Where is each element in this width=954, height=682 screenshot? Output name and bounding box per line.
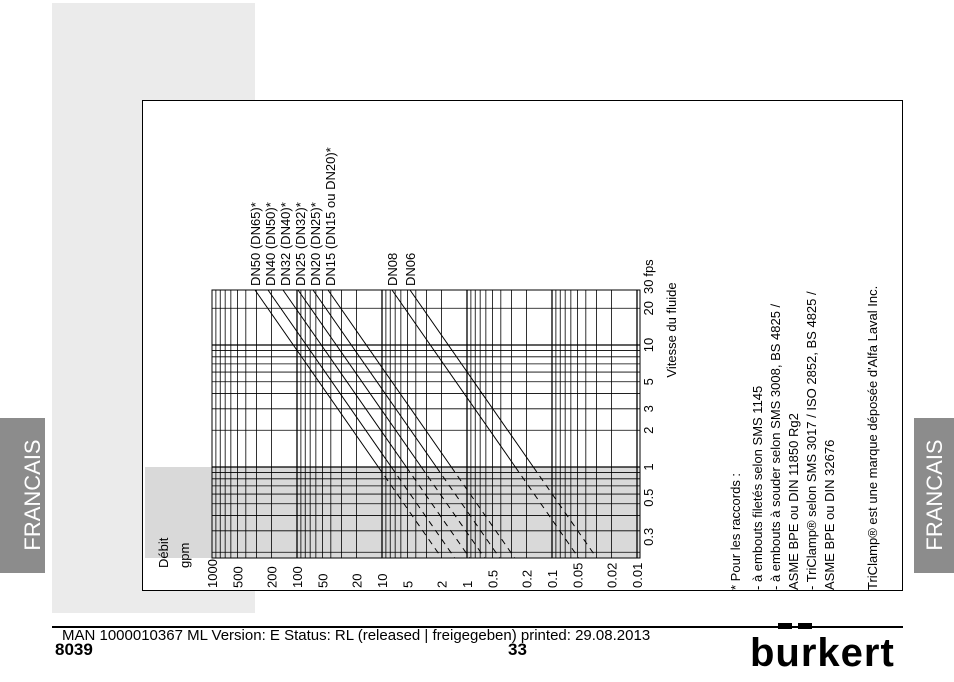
flow-tick: 1 — [460, 581, 475, 588]
pipe-line-dashed — [405, 466, 471, 559]
pipe-line — [409, 289, 534, 468]
velocity-tick: 1 — [641, 463, 656, 470]
pipe-line — [297, 289, 422, 468]
flow-tick: 20 — [349, 574, 364, 588]
pipe-label: DN06 — [403, 253, 418, 286]
pipe-line — [391, 289, 516, 468]
velocity-tick: 20 — [641, 301, 656, 315]
logo: burkert — [750, 631, 895, 675]
pipe-line — [282, 289, 407, 468]
pipe-lines — [254, 289, 598, 559]
flow-tick: 0.2 — [519, 570, 534, 588]
pipe-line-dashed — [450, 466, 516, 559]
tab-label: FRANCAIS — [922, 439, 947, 550]
flow-tick: 1000 — [205, 559, 220, 588]
trademark: TriClamp® est une marque déposée d'Alfa … — [865, 286, 880, 590]
flow-tick: 0.5 — [486, 570, 501, 588]
grid — [211, 289, 641, 559]
pipe-label: DN25 (DN32)* — [293, 202, 308, 286]
doc-number: 8039 — [55, 640, 93, 659]
note-line: ASME BPE ou DIN 32676 — [822, 440, 837, 590]
flow-tick: 0.01 — [630, 563, 645, 588]
pipe-label: DN20 (DN25)* — [308, 202, 323, 286]
flow-tick: 0.05 — [571, 563, 586, 588]
note-line: ASME BPE ou DIN 11850 Rg2 — [786, 413, 801, 590]
velocity-tick: 2 — [641, 427, 656, 434]
tab-label: FRANCAIS — [20, 439, 45, 550]
logo-dot — [778, 623, 792, 629]
note-line: - à embouts à souder selon SMS 3008, BS … — [768, 303, 783, 590]
pipe-line-dashed — [514, 466, 580, 559]
pipe-label: DN40 (DN50)* — [263, 202, 278, 286]
pipe-line-dashed — [435, 466, 501, 559]
pipe-line-dashed — [420, 466, 486, 559]
flow-tick: 50 — [316, 574, 331, 588]
velocity-tick: 3 — [641, 405, 656, 412]
flow-tick: 200 — [264, 566, 279, 588]
velocity-tick: 5 — [641, 378, 656, 385]
labels: Débit gpm 1000 500 200 100 50 20 10 5 2 1 0.5 0.2 0.1 0… — [156, 147, 880, 590]
pipe-line — [327, 289, 452, 468]
velocity-tick: 30 — [641, 280, 656, 294]
pipe-label: DN08 — [385, 253, 400, 286]
note-line: * Pour les raccords : — [728, 473, 743, 590]
logo-dot — [798, 623, 812, 629]
flow-title: Débit — [156, 537, 171, 568]
velocity-tick: 0.3 — [641, 528, 656, 546]
pipe-line — [254, 289, 379, 468]
flow-tick: 10 — [375, 574, 390, 588]
velocity-title: Vitesse du fluide — [664, 282, 679, 377]
pipe-line-dashed — [390, 466, 456, 559]
velocity-tick: 0.5 — [641, 489, 656, 507]
grid-border — [211, 289, 641, 559]
velocity-tick: 10 — [641, 338, 656, 352]
pipe-line — [267, 289, 392, 468]
footer-meta: MAN 1000010367 ML Version: E Status: RL … — [62, 627, 650, 644]
tab — [0, 418, 45, 573]
pipe-line-dashed — [377, 466, 443, 559]
flow-tick: 0.1 — [545, 570, 560, 588]
tab — [914, 418, 954, 573]
flow-tick: 2 — [434, 581, 449, 588]
pipe-label: DN32 (DN40)* — [278, 202, 293, 286]
flow-tick: 5 — [401, 581, 416, 588]
flow-unit: gpm — [177, 543, 192, 568]
shaded-zone — [145, 467, 640, 558]
velocity-unit: fps — [641, 259, 656, 277]
flow-tick: 500 — [231, 566, 246, 588]
note-line: - à embouts filetés selon SMS 1145 — [750, 386, 765, 590]
pipe-label: DN15 (DN15 ou DN20)* — [323, 147, 338, 286]
pipe-line-dashed — [532, 466, 598, 559]
pipe-line — [312, 289, 437, 468]
flow-tick: 100 — [290, 566, 305, 588]
page-number: 33 — [508, 640, 527, 659]
pipe-label: DN50 (DN65)* — [248, 202, 263, 286]
note-line: - TriClamp® selon SMS 3017 / ISO 2852, B… — [804, 291, 819, 590]
flow-tick: 0.02 — [604, 563, 619, 588]
